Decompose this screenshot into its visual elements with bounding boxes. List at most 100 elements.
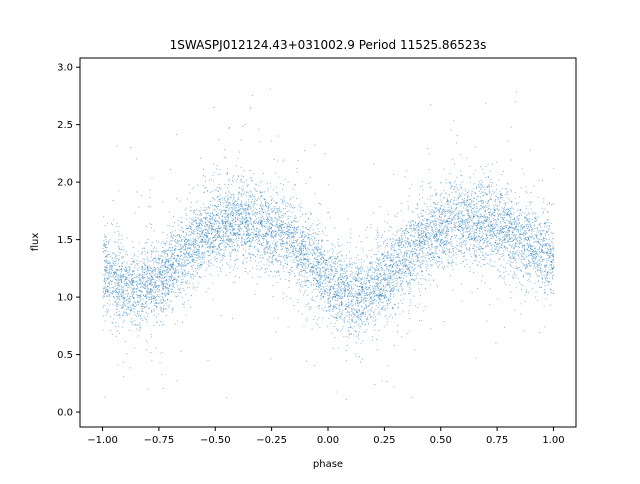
- data-point: [316, 267, 318, 269]
- data-point: [531, 236, 533, 238]
- data-point: [115, 322, 117, 324]
- data-point: [130, 284, 132, 286]
- data-point: [342, 292, 343, 294]
- data-point: [523, 233, 525, 235]
- data-point: [293, 250, 295, 252]
- data-point: [310, 284, 312, 286]
- data-point: [112, 291, 114, 292]
- data-point: [285, 201, 287, 203]
- data-point: [502, 228, 504, 230]
- data-point: [343, 336, 345, 337]
- data-point: [361, 312, 363, 313]
- data-point: [301, 243, 303, 245]
- data-point: [236, 241, 238, 243]
- data-point: [256, 268, 258, 270]
- data-point: [377, 297, 379, 299]
- data-point: [243, 238, 245, 240]
- data-point: [125, 299, 127, 301]
- data-point: [262, 245, 264, 247]
- data-point: [540, 272, 542, 274]
- data-point: [377, 274, 379, 276]
- data-point: [334, 275, 336, 277]
- data-point: [408, 312, 410, 314]
- data-point: [411, 253, 413, 255]
- data-point: [356, 320, 358, 322]
- data-point: [189, 227, 191, 229]
- data-point: [312, 296, 314, 298]
- data-point: [428, 279, 430, 281]
- data-point: [422, 260, 424, 262]
- data-point: [133, 270, 135, 272]
- data-point: [370, 266, 372, 268]
- data-point: [474, 229, 476, 231]
- data-point: [238, 204, 239, 206]
- data-point: [285, 213, 286, 214]
- data-point: [138, 274, 140, 276]
- data-point: [421, 260, 423, 262]
- data-point: [137, 304, 139, 306]
- data-point: [508, 233, 510, 235]
- data-point: [197, 233, 199, 235]
- data-point: [218, 228, 220, 230]
- data-point: [317, 242, 319, 244]
- data-point: [252, 239, 254, 241]
- data-point: [286, 257, 288, 259]
- data-point: [512, 277, 514, 278]
- data-point: [535, 251, 537, 252]
- data-point: [238, 210, 240, 212]
- data-point: [217, 214, 219, 216]
- data-point: [376, 257, 378, 259]
- data-point: [349, 260, 350, 262]
- data-point: [131, 285, 133, 287]
- data-point: [469, 204, 471, 206]
- data-point: [477, 264, 479, 266]
- data-point: [476, 246, 478, 248]
- data-point: [435, 204, 437, 206]
- data-point: [420, 213, 422, 214]
- data-point: [230, 224, 232, 226]
- data-point: [186, 282, 188, 284]
- data-point: [480, 280, 482, 282]
- data-point: [324, 279, 326, 281]
- data-point: [254, 221, 256, 223]
- data-point: [295, 221, 297, 222]
- data-point: [256, 190, 258, 192]
- data-point: [407, 238, 409, 240]
- data-point: [414, 279, 416, 281]
- data-point: [364, 280, 366, 282]
- data-point: [369, 292, 371, 294]
- data-point: [473, 197, 475, 199]
- data-point: [289, 235, 291, 237]
- data-point: [273, 159, 275, 160]
- data-point: [438, 256, 440, 258]
- data-point: [514, 234, 516, 236]
- data-point: [271, 261, 273, 263]
- data-point: [284, 263, 286, 264]
- data-point: [124, 301, 126, 303]
- data-point: [337, 242, 339, 244]
- data-point: [416, 207, 418, 209]
- data-point: [485, 165, 487, 167]
- data-point: [545, 271, 547, 273]
- data-point: [303, 325, 305, 327]
- data-point: [239, 233, 241, 235]
- data-point: [480, 227, 482, 229]
- data-point: [271, 220, 273, 221]
- data-point: [511, 253, 513, 255]
- data-point: [378, 298, 380, 300]
- data-point: [501, 231, 503, 233]
- data-point: [333, 325, 335, 327]
- data-point: [419, 226, 421, 228]
- data-point: [372, 290, 374, 292]
- data-point: [478, 248, 480, 250]
- data-point: [470, 227, 472, 229]
- data-point: [392, 264, 394, 266]
- data-point: [181, 265, 183, 267]
- data-point: [334, 246, 336, 248]
- data-point: [523, 253, 525, 255]
- data-point: [336, 258, 338, 260]
- data-point: [404, 245, 406, 247]
- data-point: [386, 318, 388, 320]
- data-point: [175, 280, 177, 282]
- data-point: [521, 227, 523, 229]
